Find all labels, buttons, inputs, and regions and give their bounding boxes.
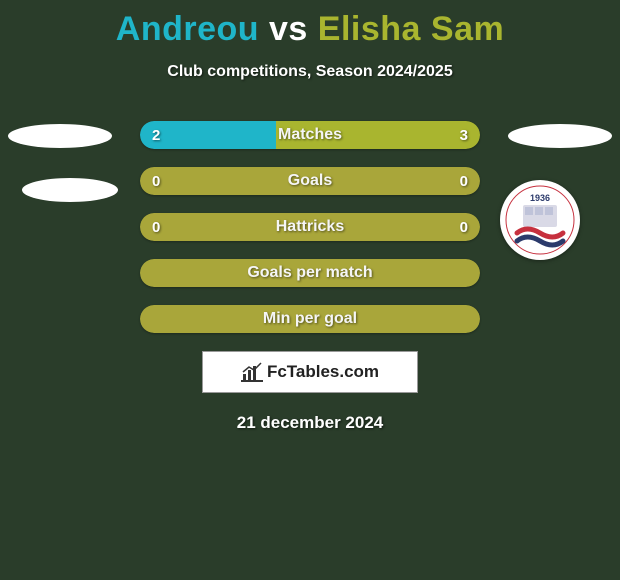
stat-row: 00Hattricks	[140, 213, 480, 241]
player1-club-placeholder	[22, 178, 118, 202]
stat-row: Goals per match	[140, 259, 480, 287]
player2-club-badge: 1936	[500, 180, 580, 260]
date-text: 21 december 2024	[0, 413, 620, 433]
brand-box: FcTables.com	[202, 351, 418, 393]
player2-photo-placeholder	[508, 124, 612, 148]
stats-container: 23Matches 00Goals 00Hattricks Goals per mat…	[140, 121, 480, 333]
stat-row: 23Matches	[140, 121, 480, 149]
stat-row: 00Goals	[140, 167, 480, 195]
player1-photo-placeholder	[8, 124, 112, 148]
stat-label: Hattricks	[140, 213, 480, 241]
stat-label: Matches	[140, 121, 480, 149]
stat-label: Goals per match	[140, 259, 480, 287]
subtitle: Club competitions, Season 2024/2025	[0, 63, 620, 81]
svg-text:1936: 1936	[530, 193, 550, 203]
player2-name: Elisha Sam	[318, 10, 504, 48]
page-title: Andreou vs Elisha Sam	[0, 0, 620, 49]
player1-name: Andreou	[116, 10, 259, 48]
stat-label: Min per goal	[140, 305, 480, 333]
brand-text: FcTables.com	[267, 362, 379, 382]
vs-text: vs	[269, 10, 308, 48]
stat-label: Goals	[140, 167, 480, 195]
club-badge-icon: 1936	[505, 185, 575, 255]
stat-row: Min per goal	[140, 305, 480, 333]
chart-icon	[241, 362, 263, 382]
